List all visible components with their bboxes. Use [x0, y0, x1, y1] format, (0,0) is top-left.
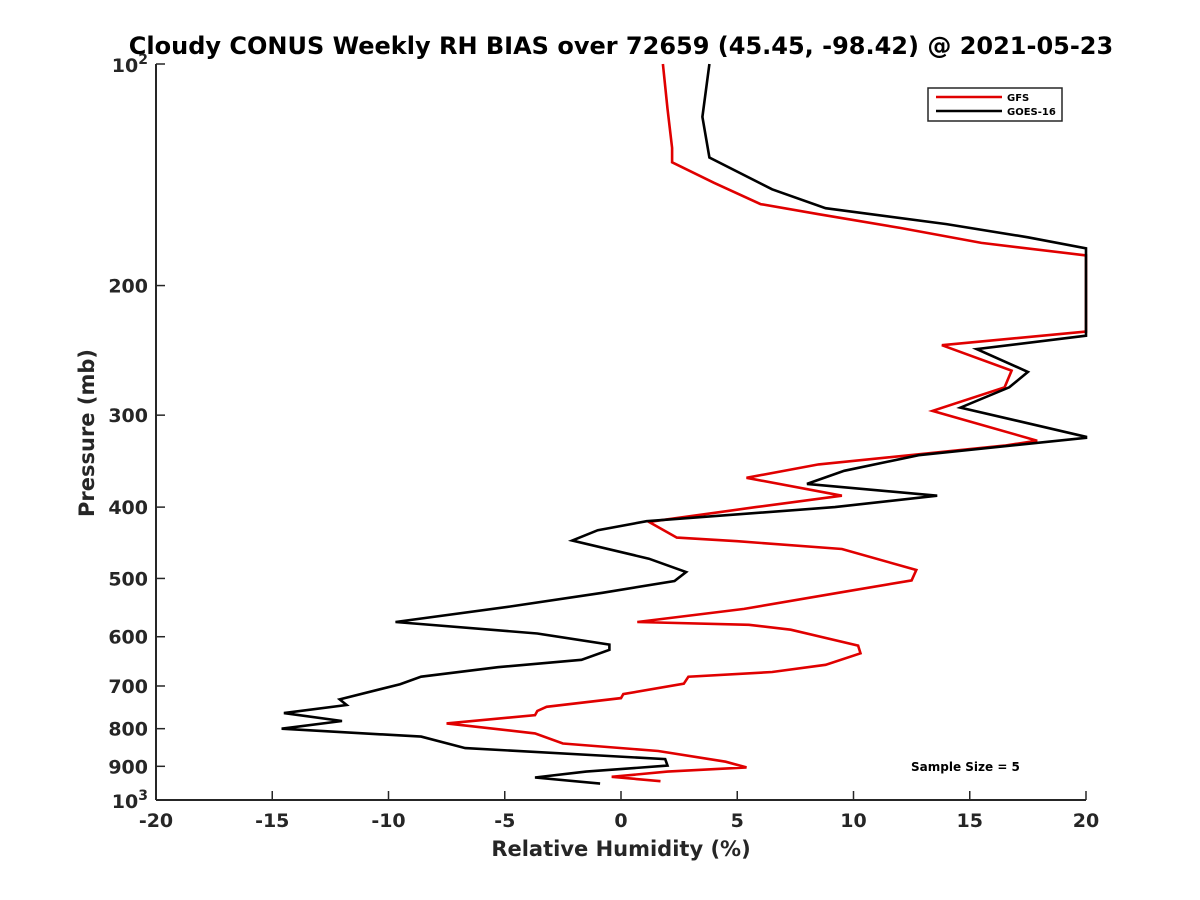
x-tick-label: 5: [731, 810, 744, 832]
y-tick-label: 500: [108, 568, 148, 590]
y-tick-label: 400: [108, 497, 148, 519]
chart-title: Cloudy CONUS Weekly RH BIAS over 72659 (…: [129, 32, 1113, 60]
y-tick-label: 200: [108, 276, 148, 298]
legend-label-goes16: GOES-16: [1007, 107, 1056, 118]
x-tick-label: 20: [1073, 810, 1099, 832]
x-tick-label: -15: [255, 810, 289, 832]
x-tick-label: 10: [840, 810, 866, 832]
y-tick-label: 300: [108, 405, 148, 427]
plot-background: [156, 64, 1086, 800]
y-tick-label: 600: [108, 627, 148, 649]
x-tick-label: -5: [494, 810, 515, 832]
y-ticks: 200 300 400 500 600 700 800 900 102 103: [108, 52, 165, 813]
y-tick-label-power: 103: [112, 788, 148, 813]
x-axis-label: Relative Humidity (%): [491, 837, 750, 861]
series-line-goes16: [281, 63, 1088, 785]
legend: GFS GOES-16: [927, 87, 1063, 122]
legend-box: [927, 87, 1063, 122]
plot-area: -20 -15 -10 -5 0 5 10 15 20 200 300 400 500 600 700 80…: [108, 52, 1099, 832]
x-ticks: -20 -15 -10 -5 0 5 10 15 20: [139, 791, 1099, 832]
x-tick-label: -10: [371, 810, 405, 832]
x-tick-label: -20: [139, 810, 173, 832]
y-tick-label: 800: [108, 719, 148, 741]
series-line-gfs: [446, 63, 1088, 783]
y-axis-label: Pressure (mb): [75, 349, 99, 517]
sample-size-annotation: Sample Size = 5: [911, 760, 1020, 774]
x-tick-label: 15: [957, 810, 983, 832]
legend-label-gfs: GFS: [1007, 93, 1029, 104]
series-layer: [281, 63, 1088, 785]
y-tick-label: 900: [108, 756, 148, 778]
y-tick-label: 700: [108, 676, 148, 698]
x-tick-label: 0: [614, 810, 627, 832]
y-tick-label-power: 102: [112, 52, 148, 77]
